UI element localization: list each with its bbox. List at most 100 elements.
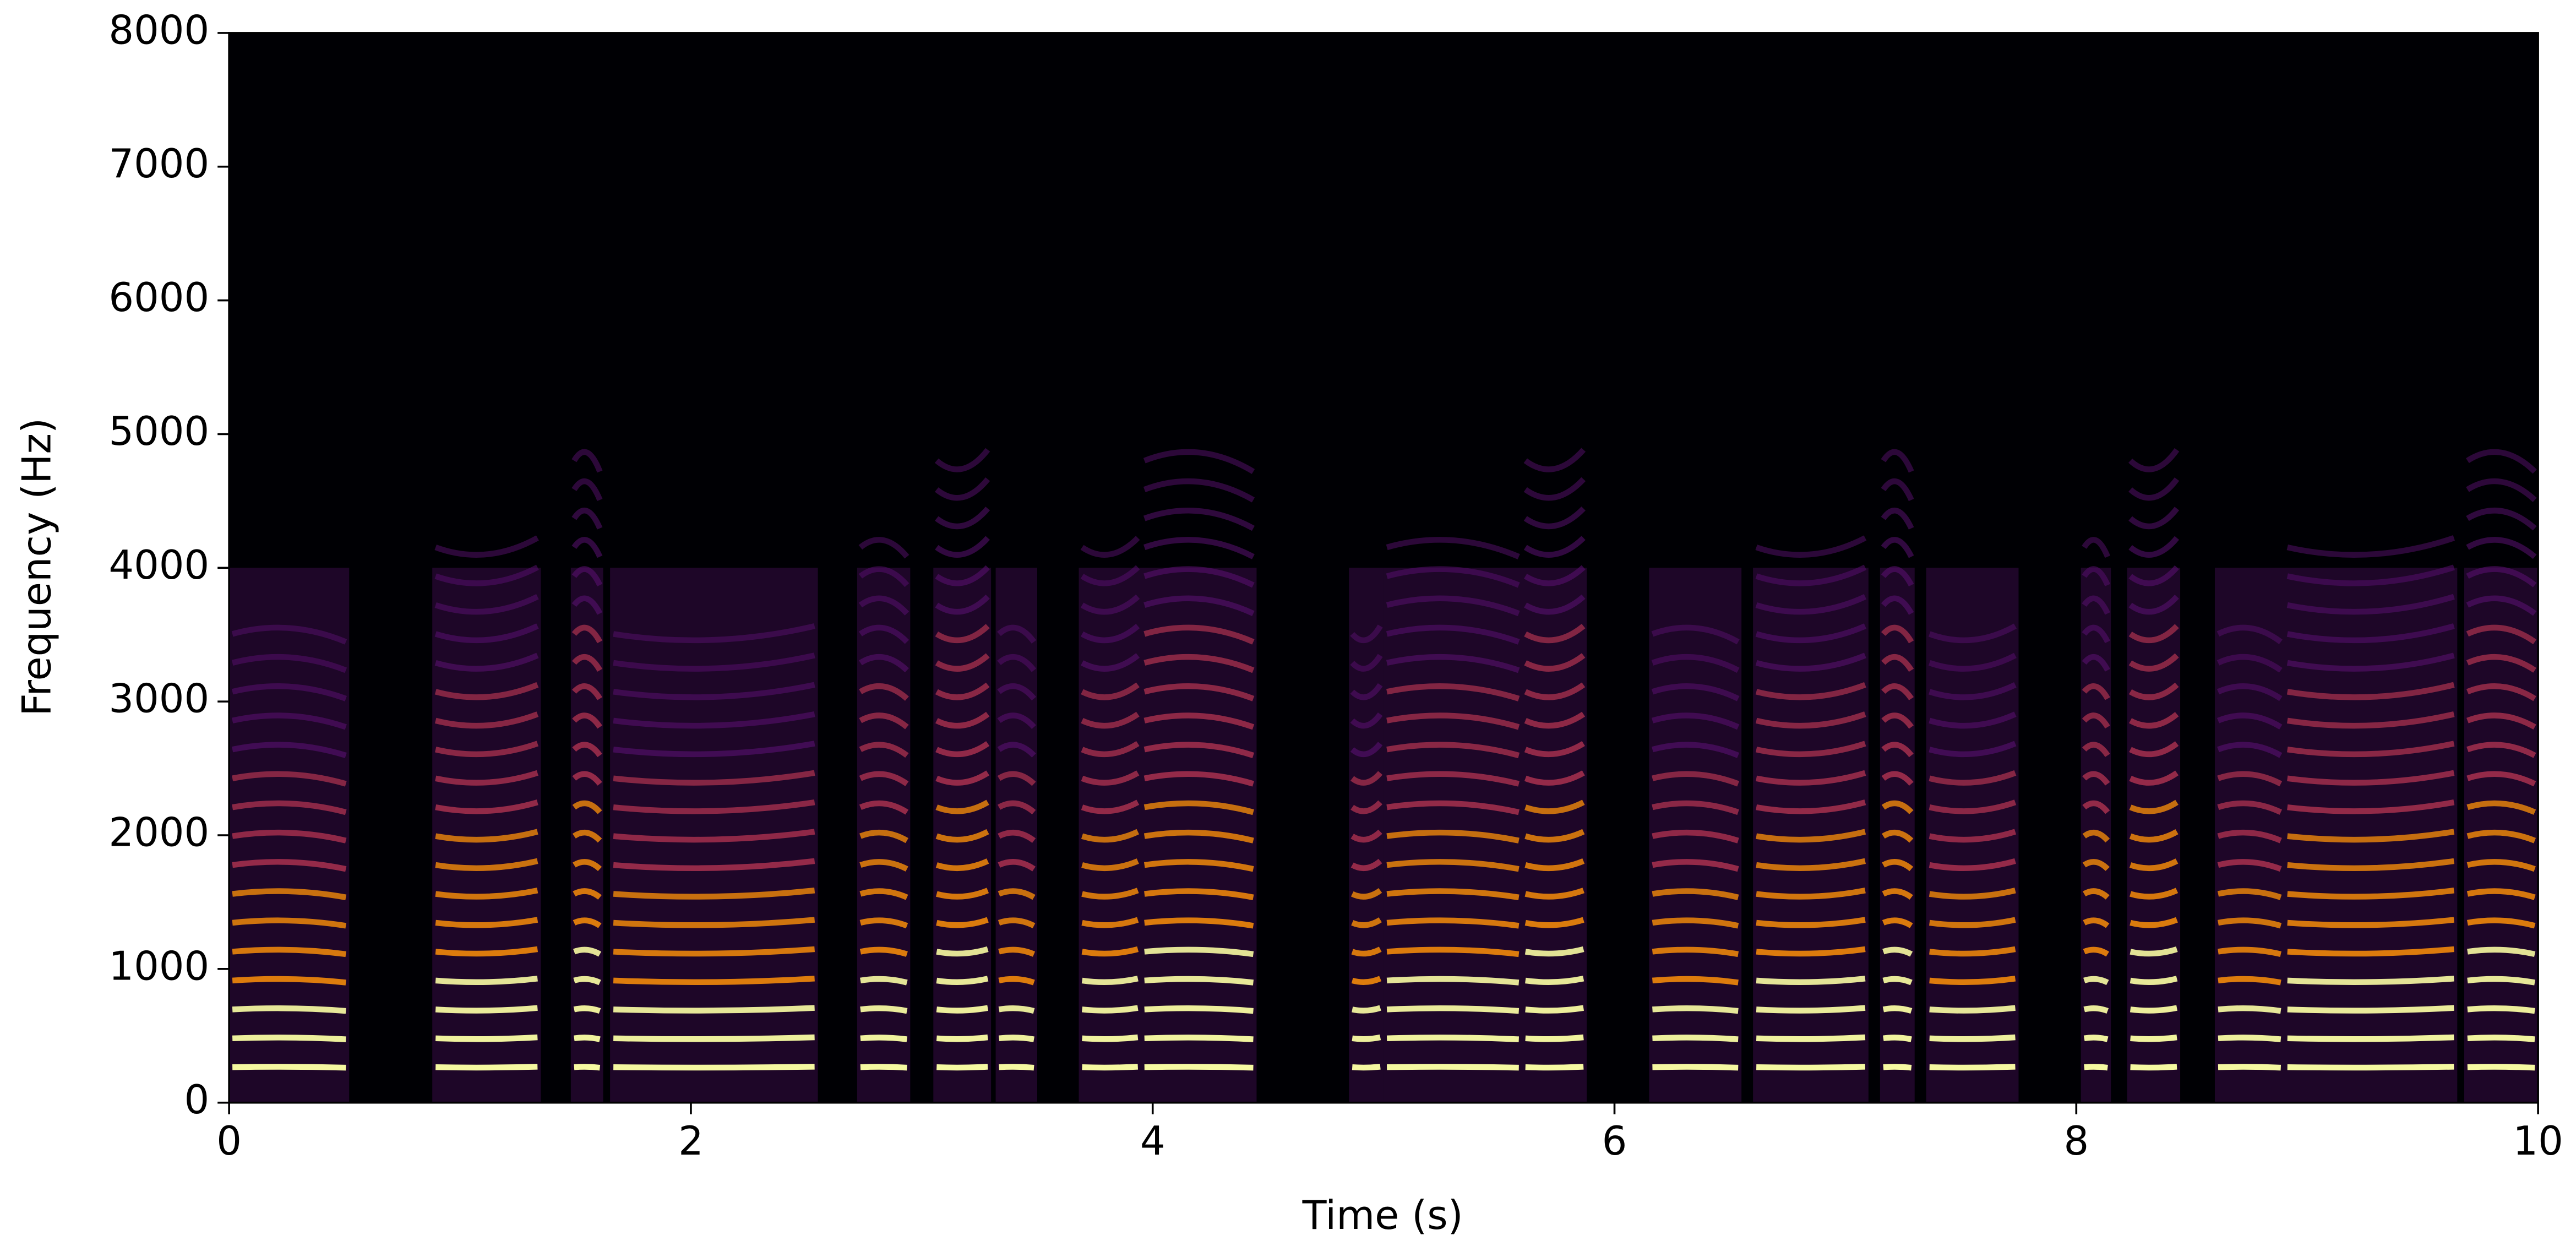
harmonic [2466,888,2536,900]
harmonic [2130,1005,2178,1014]
harmonic [573,888,602,900]
harmonic [1882,888,1913,900]
harmonic [1881,800,1914,814]
harmonic [613,652,815,672]
harmonic [1144,976,1254,986]
y-tick-label: 8000 [108,7,209,53]
harmonic [1929,858,2016,872]
harmonic [613,1064,815,1071]
harmonic [1143,654,1255,673]
harmonic [434,535,539,558]
harmonic [1081,829,1140,843]
harmonic [1386,1035,1520,1042]
harmonic [1929,917,2016,928]
harmonic [2286,652,2455,672]
harmonic [1350,888,1382,900]
harmonic [2466,537,2537,559]
y-tick-label: 0 [184,1076,210,1123]
harmonic [859,800,909,815]
harmonic [2082,829,2110,843]
harmonic [613,711,815,729]
harmonic [999,1064,1034,1071]
harmonic [2128,448,2180,472]
harmonic [2082,859,2110,872]
harmonic [998,917,1036,929]
harmonic [573,946,602,957]
harmonic [858,624,910,644]
harmonic [434,682,539,700]
harmonic [435,888,538,900]
harmonic [232,888,347,900]
harmonic [858,537,910,559]
harmonic [1386,624,1520,645]
harmonic [936,976,989,986]
harmonic [1881,624,1914,644]
voiced-segment [570,449,603,1103]
harmonic [613,976,815,986]
harmonic [2129,712,2179,729]
harmonic [1144,1035,1254,1042]
harmonic [935,594,990,615]
harmonic [998,1035,1034,1042]
harmonic [572,800,602,814]
harmonic [1143,449,1255,474]
harmonic [2218,976,2281,986]
harmonic [1144,917,1254,929]
harmonic [1352,1064,1381,1071]
harmonic [574,1035,601,1042]
harmonic [1524,829,1585,843]
harmonic [998,888,1036,900]
harmonic [1082,1064,1139,1071]
harmonic [571,478,603,502]
harmonic [1386,917,1520,929]
harmonic [2128,507,2180,530]
harmonic [2128,595,2179,615]
y-tick-label: 5000 [108,408,209,454]
harmonic [1081,976,1139,985]
harmonic [1652,888,1739,900]
voiced-segment [995,568,1038,1103]
harmonic [1881,742,1914,758]
harmonic [613,946,815,957]
harmonic [1651,654,1740,673]
harmonic [1651,683,1740,701]
harmonic [1386,566,1520,588]
harmonic [1929,946,2016,957]
harmonic [859,742,909,758]
harmonic [1652,1064,1739,1071]
harmonic [1755,535,1867,558]
harmonic [1144,1005,1254,1014]
harmonic [2466,859,2536,872]
harmonic [1524,946,1584,957]
harmonic [1756,1064,1866,1071]
harmonic [998,1005,1035,1014]
harmonic [1350,858,1382,872]
harmonic [1386,742,1520,759]
harmonic [2286,623,2455,644]
harmonic [1351,917,1382,928]
harmonic [2082,624,2110,644]
harmonic [2130,1034,2177,1042]
harmonic [1524,888,1584,900]
harmonic [2286,564,2455,586]
harmonic [2216,624,2283,644]
harmonic [2467,1035,2535,1042]
harmonic [1350,712,1383,729]
harmonic [2287,1064,2454,1071]
harmonic [231,624,347,645]
harmonic [2128,653,2179,672]
harmonic [2218,1005,2281,1014]
harmonic [1351,976,1382,985]
harmonic [2217,917,2282,929]
harmonic [935,858,989,872]
y-tick-label: 6000 [108,274,209,320]
harmonic [2467,1005,2535,1014]
harmonic [1350,683,1383,700]
harmonic [1524,682,1586,700]
voiced-segment [933,448,992,1103]
harmonic [1080,624,1140,644]
harmonic [2129,829,2179,843]
harmonic [1525,976,1584,985]
harmonic [2286,535,2455,558]
harmonic [2218,1064,2281,1071]
